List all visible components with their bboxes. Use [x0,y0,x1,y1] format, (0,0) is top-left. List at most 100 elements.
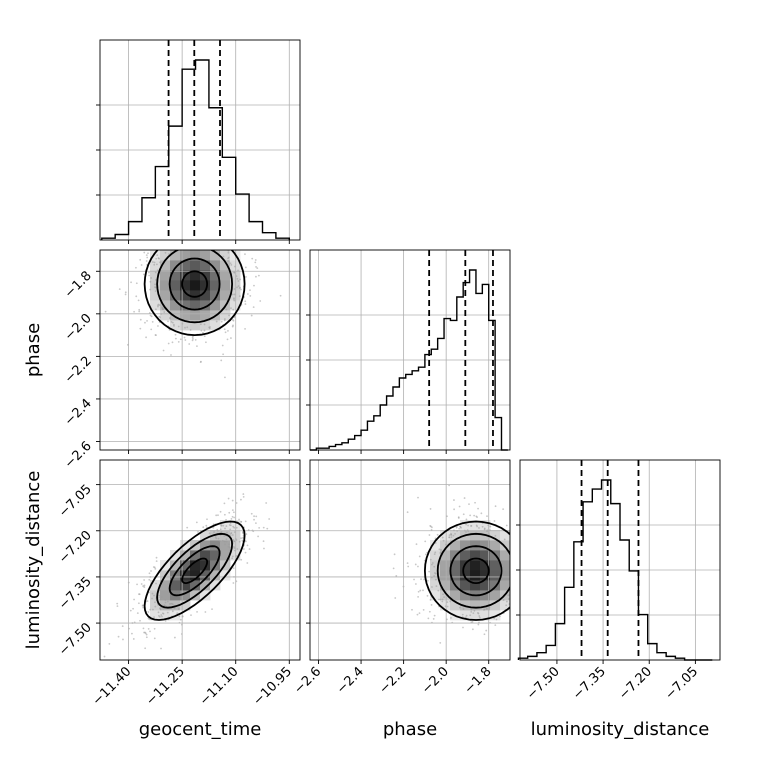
scatter-point-geocent-time-phase-706 [196,219,198,221]
scatter-point-geocent-time-luminosity-distance-705 [164,599,167,601]
scatter-point-phase-luminosity-distance-542 [441,536,444,539]
density-cell-phase-luminosity-distance-16-4 [470,610,481,621]
contour-geocent-time-phase-2 [156,250,234,324]
scatter-point-phase-luminosity-distance-500 [417,565,419,568]
scatter-point-geocent-time-phase-797 [153,261,156,264]
contour-geocent-time-luminosity-distance-3 [143,520,246,621]
scatter-point-geocent-time-phase-531 [150,219,152,221]
scatter-point-phase-luminosity-distance-707 [478,616,481,619]
scatter-point-geocent-time-phase-94 [244,303,247,305]
density-cell-geocent-time-luminosity-distance-10-9 [200,560,211,571]
scatter-point-geocent-time-luminosity-distance-707 [268,518,271,520]
scatter-point-geocent-time-phase-821 [165,245,167,247]
scatter-point-geocent-time-phase-310 [185,234,187,236]
scatter-point-geocent-time-luminosity-distance-116 [229,528,232,531]
scatter-point-geocent-time-luminosity-distance-318 [148,572,151,575]
density-cell-phase-luminosity-distance-18-6 [490,590,501,601]
scatter-point-geocent-time-luminosity-distance-517 [244,520,247,523]
scatter-point-geocent-time-luminosity-distance-160 [204,611,207,613]
scatter-point-phase-luminosity-distance-648 [465,531,467,533]
density-cell-geocent-time-phase-7-16 [170,280,181,291]
scatter-point-phase-luminosity-distance-289 [516,633,518,635]
scatter-point-phase-luminosity-distance-382 [436,533,439,536]
scatter-point-phase-luminosity-distance-623 [453,508,455,511]
contour-geocent-time-luminosity-distance-1 [168,545,221,597]
scatter-point-geocent-time-phase-528 [196,345,198,348]
scatter-point-geocent-time-phase-502 [139,318,142,321]
scatter-point-geocent-time-phase-98 [250,314,253,317]
scatter-point-geocent-time-luminosity-distance-693 [228,543,230,546]
scatter-point-geocent-time-phase-716 [220,320,223,323]
density-cell-geocent-time-phase-10-16 [200,280,211,291]
scatter-point-geocent-time-luminosity-distance-175 [136,583,138,586]
ylabel-luminosity-distance: luminosity_distance [23,471,44,650]
scatter-point-geocent-time-phase-798 [156,263,158,266]
density-cell-geocent-time-phase-10-13 [200,310,211,321]
scatter-point-geocent-time-phase-726 [157,257,160,259]
density-cell-phase-luminosity-distance-13-12 [440,530,451,541]
density-cell-phase-luminosity-distance-17-8 [480,570,491,581]
scatter-point-phase-luminosity-distance-806 [524,543,526,545]
density-cell-geocent-time-phase-7-13 [170,310,181,321]
scatter-point-geocent-time-phase-596 [170,233,172,235]
density-cell-geocent-time-phase-7-18 [170,260,181,271]
scatter-point-geocent-time-luminosity-distance-412 [245,540,247,543]
scatter-point-geocent-time-luminosity-distance-629 [117,635,120,638]
density-cell-geocent-time-phase-8-19 [180,250,191,261]
scatter-point-geocent-time-luminosity-distance-676 [257,535,259,538]
scatter-point-geocent-time-luminosity-distance-702 [240,520,243,523]
scatter-point-geocent-time-luminosity-distance-432 [219,540,221,543]
scatter-point-phase-luminosity-distance-285 [415,543,418,546]
scatter-point-geocent-time-luminosity-distance-761 [143,584,146,587]
scatter-point-geocent-time-luminosity-distance-620 [223,540,226,543]
contours-phase-luminosity-distance [423,520,510,621]
scatter-point-geocent-time-phase-561 [135,266,137,269]
scatter-point-geocent-time-luminosity-distance-72 [262,526,265,529]
scatter-point-geocent-time-luminosity-distance-711 [232,539,235,541]
scatter-point-geocent-time-phase-712 [214,225,216,227]
scatter-point-phase-luminosity-distance-655 [525,621,527,623]
scatter-point-geocent-time-luminosity-distance-43 [173,607,176,610]
scatter-point-geocent-time-phase-319 [146,319,148,322]
scatter-point-phase-luminosity-distance-265 [483,528,486,531]
scatter-point-geocent-time-luminosity-distance-73 [155,556,158,559]
scatter-point-geocent-time-luminosity-distance-280 [116,602,119,605]
scatter-point-phase-luminosity-distance-157 [446,605,449,608]
scatter-point-geocent-time-phase-584 [201,244,203,246]
scatter-point-phase-luminosity-distance-647 [414,583,417,585]
scatter-point-geocent-time-phase-200 [253,284,255,287]
scatter-point-geocent-time-luminosity-distance-291 [214,536,217,538]
density-cell-geocent-time-phase-9-13 [190,310,201,321]
scatter-point-phase-luminosity-distance-608 [528,542,530,544]
density-cell-phase-luminosity-distance-16-12 [470,530,481,541]
scatter-point-geocent-time-phase-53 [226,338,229,341]
density-cell-geocent-time-phase-6-14 [160,300,171,311]
scatter-point-geocent-time-luminosity-distance-74 [202,526,205,529]
scatter-point-geocent-time-phase-704 [150,328,153,331]
scatter-point-phase-luminosity-distance-708 [462,626,464,629]
scatter-point-phase-luminosity-distance-291 [512,589,514,591]
scatter-point-geocent-time-luminosity-distance-624 [153,566,156,569]
scatter-point-geocent-time-luminosity-distance-565 [142,604,144,607]
density-cell-geocent-time-phase-8-12 [180,320,191,331]
density-cell-geocent-time-phase-5-19 [150,250,161,261]
scatter-point-geocent-time-phase-536 [252,306,255,309]
scatter-point-phase-luminosity-distance-171 [480,512,483,515]
scatter-point-phase-luminosity-distance-312 [434,542,437,544]
density-cell-phase-luminosity-distance-15-7 [460,580,471,591]
scatter-point-geocent-time-phase-482 [188,343,191,345]
scatter-point-geocent-time-luminosity-distance-443 [263,547,265,550]
density-cell-geocent-time-phase-11-19 [210,250,221,261]
scatter-point-geocent-time-luminosity-distance-545 [229,534,232,537]
scatter-point-phase-luminosity-distance-502 [465,518,468,521]
scatter-point-geocent-time-luminosity-distance-257 [233,526,236,529]
scatter-point-geocent-time-phase-714 [155,334,157,337]
scatter-point-phase-luminosity-distance-835 [473,514,476,517]
scatter-point-geocent-time-phase-359 [191,339,194,342]
density-cell-geocent-time-phase-12-19 [220,250,231,261]
scatter-point-geocent-time-phase-255 [233,288,236,290]
scatter-point-phase-luminosity-distance-671 [462,513,465,516]
scatter-point-phase-luminosity-distance-384 [443,596,445,599]
ytick-label-luminosity-distance-3: −7.05 [56,482,95,521]
scatter-point-geocent-time-luminosity-distance-219 [108,642,111,645]
